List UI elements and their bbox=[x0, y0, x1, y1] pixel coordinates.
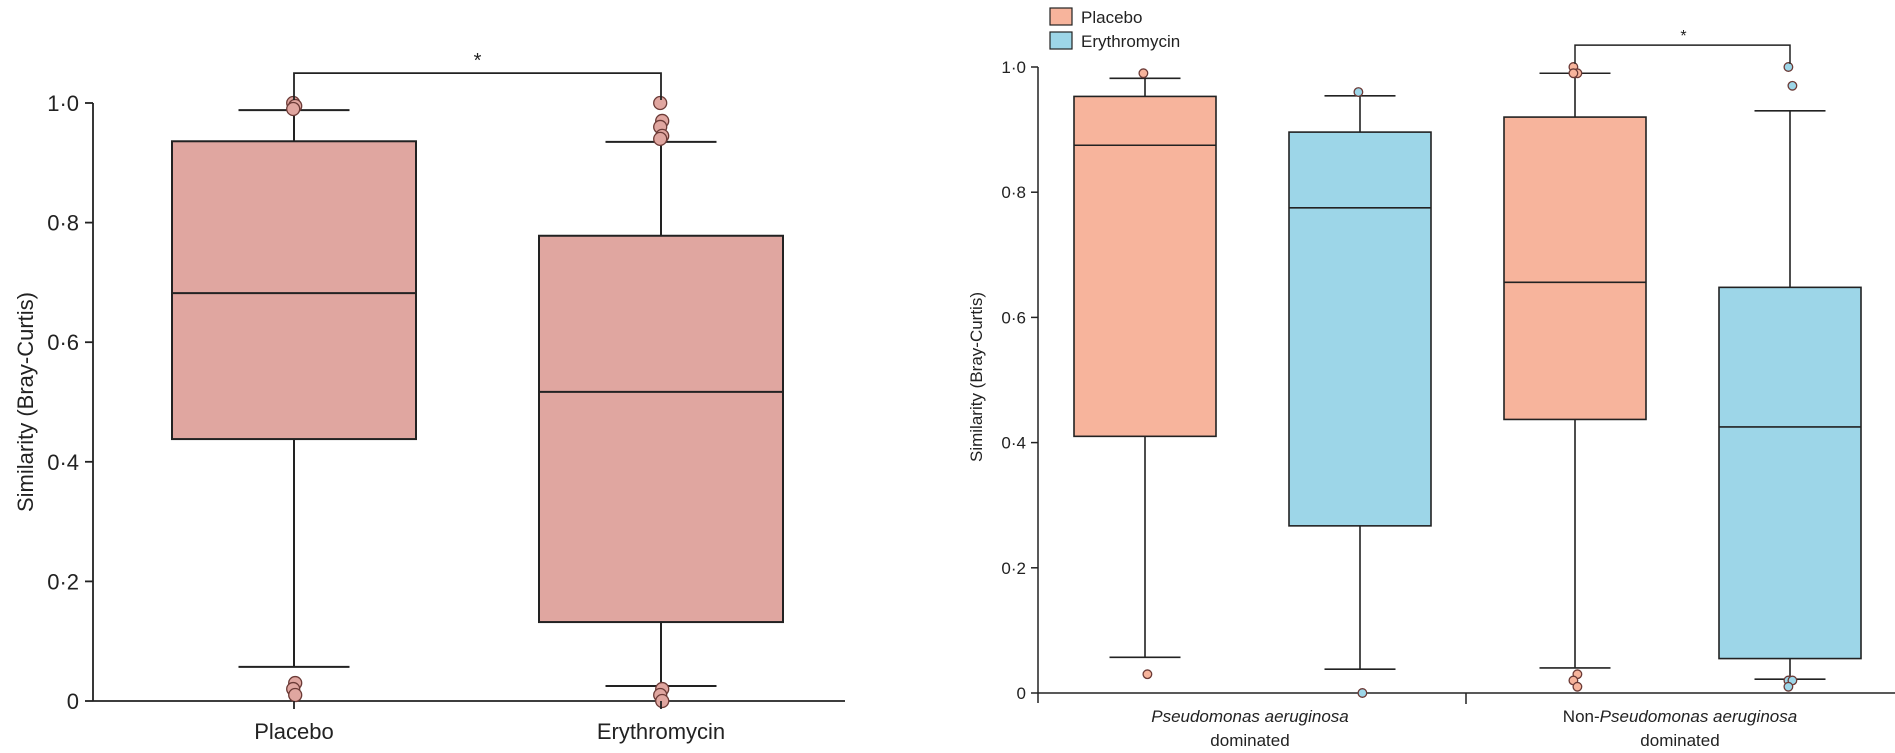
right-x-group-label-italic: Pseudomonas aeruginosa bbox=[1151, 707, 1349, 726]
right-x-group-label-prefix: Non- bbox=[1563, 707, 1600, 726]
right-y-tick-label: 0 bbox=[1017, 684, 1026, 703]
right-erythromycin-group1-outlier-point bbox=[1783, 681, 1794, 692]
right-placebo-group0-outlier-point bbox=[1142, 669, 1153, 680]
left-x-category-label: Placebo bbox=[254, 719, 334, 744]
right-x-group-label: Non-Pseudomonas aeruginosa bbox=[1563, 707, 1797, 726]
right-x-group-label-line2: dominated bbox=[1640, 731, 1719, 750]
left-erythromycin-outlier-point bbox=[655, 693, 670, 709]
right-significance-star: * bbox=[1680, 28, 1686, 45]
right-legend: Placebo Erythromycin bbox=[1049, 7, 1180, 51]
left-significance-star: * bbox=[474, 50, 482, 72]
left-boxplot-panel: 0 0·2 0·4 0·6 0·8 1·0 Similarity (Bray-Curtis)… bbox=[13, 50, 845, 744]
right-y-tick-label: 0·2 bbox=[1001, 559, 1026, 578]
right-placebo-group0-iqr-rect bbox=[1073, 95, 1217, 438]
left-y-tick-label: 0·4 bbox=[47, 450, 79, 475]
right-placebo-group1-box bbox=[1503, 62, 1647, 692]
right-x-group-label-line2: dominated bbox=[1210, 731, 1289, 750]
left-placebo-outlier-point bbox=[288, 687, 303, 703]
right-significance-bracket bbox=[1574, 44, 1791, 64]
right-erythromycin-group1-iqr-rect bbox=[1718, 286, 1862, 660]
left-placebo-outlier-point bbox=[286, 101, 301, 117]
right-y-axis-title: Similarity (Bray-Curtis) bbox=[967, 292, 986, 462]
left-y-tick-label: 0·2 bbox=[47, 569, 79, 594]
left-y-axis-title: Similarity (Bray-Curtis) bbox=[13, 292, 38, 512]
right-erythromycin-group0-outlier-point bbox=[1353, 87, 1364, 97]
right-erythromycin-group1-box bbox=[1718, 62, 1862, 692]
left-placebo-iqr-rect bbox=[171, 140, 417, 441]
right-placebo-group1-iqr-rect bbox=[1503, 116, 1647, 421]
left-y-tick-label: 0 bbox=[67, 689, 79, 714]
right-y-tick-label: 1·0 bbox=[1001, 58, 1026, 77]
right-y-tick-label: 0·8 bbox=[1001, 183, 1026, 202]
right-erythromycin-group0-outlier-point bbox=[1357, 688, 1368, 698]
right-placebo-group1-outlier-point bbox=[1572, 681, 1583, 692]
right-erythromycin-group1-outlier-point bbox=[1783, 62, 1794, 72]
right-placebo-group0-outlier-point bbox=[1138, 68, 1149, 79]
left-significance-bracket bbox=[293, 72, 662, 101]
right-erythromycin-group1-outlier-point bbox=[1787, 80, 1798, 91]
right-x-group-label: Pseudomonas aeruginosa bbox=[1151, 707, 1349, 726]
legend-swatch-placebo bbox=[1049, 7, 1073, 26]
right-placebo-group0-box bbox=[1073, 68, 1217, 680]
legend-label-placebo: Placebo bbox=[1081, 8, 1142, 27]
left-placebo-box bbox=[171, 95, 417, 703]
legend-swatch-erythromycin bbox=[1049, 31, 1073, 50]
left-erythromycin-iqr-rect bbox=[538, 234, 784, 624]
right-erythromycin-group0-box bbox=[1288, 87, 1432, 698]
left-y-tick-label: 0·8 bbox=[47, 211, 79, 236]
left-erythromycin-outlier-point bbox=[653, 131, 668, 147]
right-x-group-label-italic: Pseudomonas aeruginosa bbox=[1600, 707, 1798, 726]
right-boxplot-panel: 0 0·2 0·4 0·6 0·8 1·0 Similarity (Bray-Curtis)… bbox=[967, 7, 1895, 750]
right-y-tick-label: 0·6 bbox=[1001, 308, 1026, 327]
right-placebo-group1-outlier-point bbox=[1568, 68, 1579, 79]
right-erythromycin-group0-iqr-rect bbox=[1288, 131, 1432, 527]
left-x-category-label: Erythromycin bbox=[597, 719, 725, 744]
left-erythromycin-box bbox=[538, 95, 784, 709]
legend-label-erythromycin: Erythromycin bbox=[1081, 32, 1180, 51]
left-y-tick-label: 0·6 bbox=[47, 330, 79, 355]
right-y-tick-label: 0·4 bbox=[1001, 434, 1026, 453]
left-y-tick-label: 1·0 bbox=[47, 91, 79, 116]
